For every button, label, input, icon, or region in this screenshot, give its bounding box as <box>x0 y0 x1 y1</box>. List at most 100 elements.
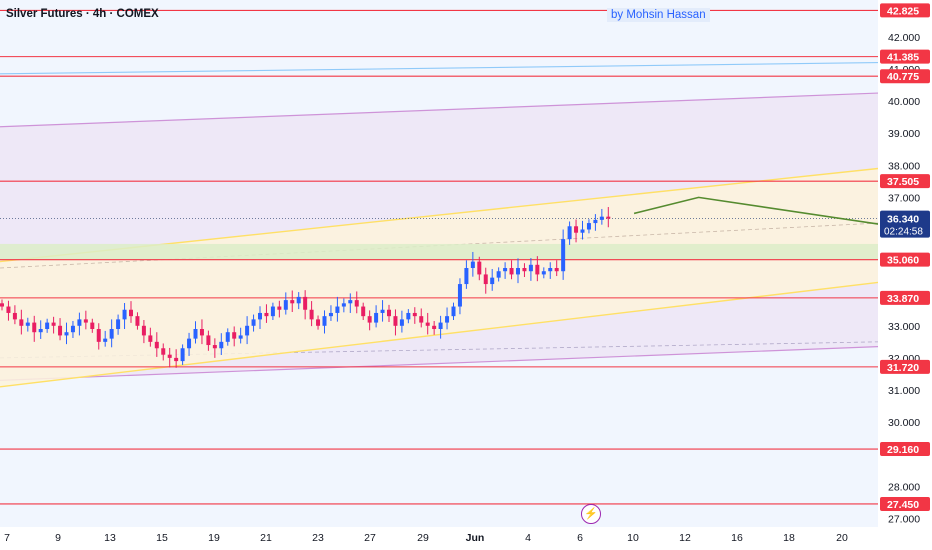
level-price-tag[interactable] <box>880 359 930 374</box>
candle-body <box>341 303 346 307</box>
x-tick-label: 16 <box>731 532 743 544</box>
last-price-label: 36.340 <box>887 214 919 226</box>
candle-body <box>193 329 198 339</box>
x-tick-label: 10 <box>627 532 639 544</box>
level-price-tag[interactable] <box>880 442 930 457</box>
candle-body <box>496 271 501 278</box>
candle-body <box>187 338 192 349</box>
y-tick-label: 30.000 <box>888 417 920 429</box>
candle-body <box>554 268 559 272</box>
lightning-bolt-icon[interactable]: ⚡ <box>581 504 601 524</box>
candle-body <box>264 312 269 317</box>
candle-body <box>122 309 127 320</box>
x-tick-label: 21 <box>260 532 272 544</box>
candle-body <box>432 325 437 330</box>
candle-body <box>470 261 475 269</box>
candle-body <box>367 316 372 323</box>
y-tick-label: 33.000 <box>888 321 920 333</box>
candle-body <box>528 264 533 272</box>
candle-body <box>232 332 237 339</box>
x-tick-label: 27 <box>364 532 376 544</box>
candle-body <box>425 322 430 326</box>
candle-body <box>19 319 24 326</box>
candle-body <box>561 239 566 272</box>
candle-body <box>296 296 301 304</box>
candle-body <box>32 322 37 333</box>
candle-body <box>522 268 527 272</box>
level-price-label: 40.775 <box>887 71 919 83</box>
candle-body <box>419 316 424 323</box>
support-zone[interactable] <box>0 243 878 260</box>
candle-body <box>251 319 256 326</box>
level-price-tag[interactable] <box>880 174 930 189</box>
level-price-tag[interactable] <box>880 496 930 511</box>
candle-body <box>83 319 88 323</box>
candle-body <box>412 312 417 317</box>
candle-body <box>277 306 282 310</box>
candle-body <box>477 261 482 275</box>
level-price-label: 33.870 <box>887 293 919 305</box>
level-price-tag[interactable] <box>880 290 930 305</box>
candle-body <box>135 316 140 326</box>
candle-body <box>167 354 172 358</box>
candle-body <box>245 325 250 336</box>
candle-body <box>464 268 469 285</box>
y-tick-label: 42.000 <box>888 32 920 44</box>
candle-body <box>483 274 488 285</box>
candle-body <box>303 296 308 310</box>
candle-body <box>212 345 217 349</box>
candle-body <box>586 223 591 230</box>
candle-body <box>64 332 69 336</box>
candle-body <box>96 329 101 342</box>
level-price-tag[interactable] <box>880 49 930 64</box>
x-tick-label: 19 <box>208 532 220 544</box>
candle-body <box>45 322 50 330</box>
candle-body <box>535 264 540 275</box>
last-price-tag[interactable] <box>880 210 930 238</box>
x-tick-label: 12 <box>679 532 691 544</box>
candle-body <box>580 229 585 233</box>
candle-body <box>380 309 385 313</box>
candle-body <box>328 312 333 317</box>
candle-body <box>199 329 204 336</box>
candle-body <box>541 271 546 275</box>
candle-body <box>141 325 146 336</box>
candle-body <box>599 216 604 220</box>
y-tick-label: 39.000 <box>888 128 920 140</box>
candle-body <box>6 306 11 313</box>
candle-body <box>161 348 166 355</box>
candle-body <box>258 312 262 320</box>
level-price-tag[interactable] <box>880 3 930 18</box>
candle-body <box>270 306 275 317</box>
y-tick-label: 28.000 <box>888 481 920 493</box>
candle-body <box>516 268 520 275</box>
candle-body <box>90 322 95 330</box>
level-price-tag[interactable] <box>880 69 930 84</box>
x-tick-label: 18 <box>783 532 795 544</box>
price-axis[interactable] <box>878 0 932 550</box>
level-price-tag[interactable] <box>880 252 930 267</box>
x-tick-label: 20 <box>836 532 848 544</box>
x-tick-label: 29 <box>417 532 429 544</box>
x-tick-label: 13 <box>104 532 116 544</box>
long-trend-line[interactable] <box>0 61 879 75</box>
countdown-label: 02:24:58 <box>884 227 923 238</box>
candle-body <box>174 357 179 362</box>
candle-body <box>593 219 598 224</box>
outer-channel-bottom-line[interactable] <box>0 346 879 381</box>
candle-body <box>354 300 359 307</box>
candle-body <box>335 306 340 313</box>
x-tick-label: 6 <box>577 532 583 544</box>
candle-body <box>567 226 572 240</box>
level-price-label: 42.825 <box>887 5 919 17</box>
x-tick-label: 4 <box>525 532 531 544</box>
candle-body <box>503 268 508 272</box>
inner-channel-fill <box>0 168 878 387</box>
inner-channel-bottom-line[interactable] <box>0 281 879 388</box>
y-tick-label: 27.000 <box>888 513 920 525</box>
time-axis[interactable] <box>0 527 878 550</box>
outer-channel-top-line[interactable] <box>0 92 879 128</box>
candle-body <box>387 309 391 317</box>
